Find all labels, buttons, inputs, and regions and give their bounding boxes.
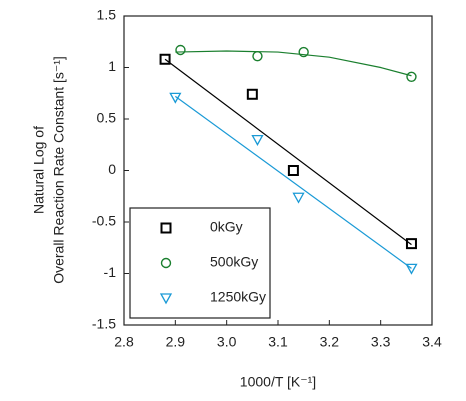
x-axis-label: 1000/T [K⁻¹] bbox=[240, 374, 316, 390]
y-axis-label: Natural Log of bbox=[31, 126, 47, 214]
marker-circle bbox=[298, 46, 309, 58]
marker-circle bbox=[406, 71, 417, 82]
y-tick-label: -1.5 bbox=[92, 316, 116, 332]
y-tick-label: 1.5 bbox=[97, 7, 117, 23]
marker-triangle bbox=[405, 263, 418, 275]
marker-square bbox=[160, 222, 172, 234]
y-tick-label: 1 bbox=[108, 58, 116, 74]
fit-line bbox=[175, 50, 412, 77]
y-tick-label: -1 bbox=[104, 264, 117, 280]
legend-label: 0kGy bbox=[210, 219, 243, 235]
marker-triangle bbox=[292, 192, 305, 204]
marker-triangle bbox=[159, 293, 173, 305]
x-tick-label: 3.3 bbox=[371, 334, 391, 350]
marker-square bbox=[159, 53, 171, 65]
x-tick-label: 2.8 bbox=[114, 334, 134, 350]
legend-label: 1250kGy bbox=[210, 289, 266, 305]
marker-circle bbox=[252, 50, 263, 62]
y-tick-label: -0.5 bbox=[92, 213, 116, 229]
x-tick-label: 3.0 bbox=[217, 334, 237, 350]
x-tick-label: 3.1 bbox=[268, 334, 288, 350]
marker-square bbox=[246, 88, 258, 100]
marker-square bbox=[405, 238, 417, 250]
legend-label: 500kGy bbox=[210, 254, 258, 270]
y-axis-label: Overall Reaction Rate Constant [s⁻¹] bbox=[51, 56, 67, 284]
x-tick-label: 2.9 bbox=[166, 334, 186, 350]
marker-circle bbox=[175, 44, 186, 56]
marker-triangle bbox=[251, 134, 264, 146]
marker-circle bbox=[160, 257, 172, 269]
y-tick-label: 0.5 bbox=[97, 110, 117, 126]
fit-line bbox=[164, 58, 412, 246]
fit-line bbox=[174, 95, 412, 269]
x-tick-label: 3.2 bbox=[320, 334, 340, 350]
marker-triangle bbox=[169, 92, 182, 104]
y-tick-label: 0 bbox=[108, 161, 116, 177]
legend-box bbox=[129, 207, 271, 319]
marker-square bbox=[287, 165, 299, 176]
x-tick-label: 3.4 bbox=[422, 334, 442, 350]
